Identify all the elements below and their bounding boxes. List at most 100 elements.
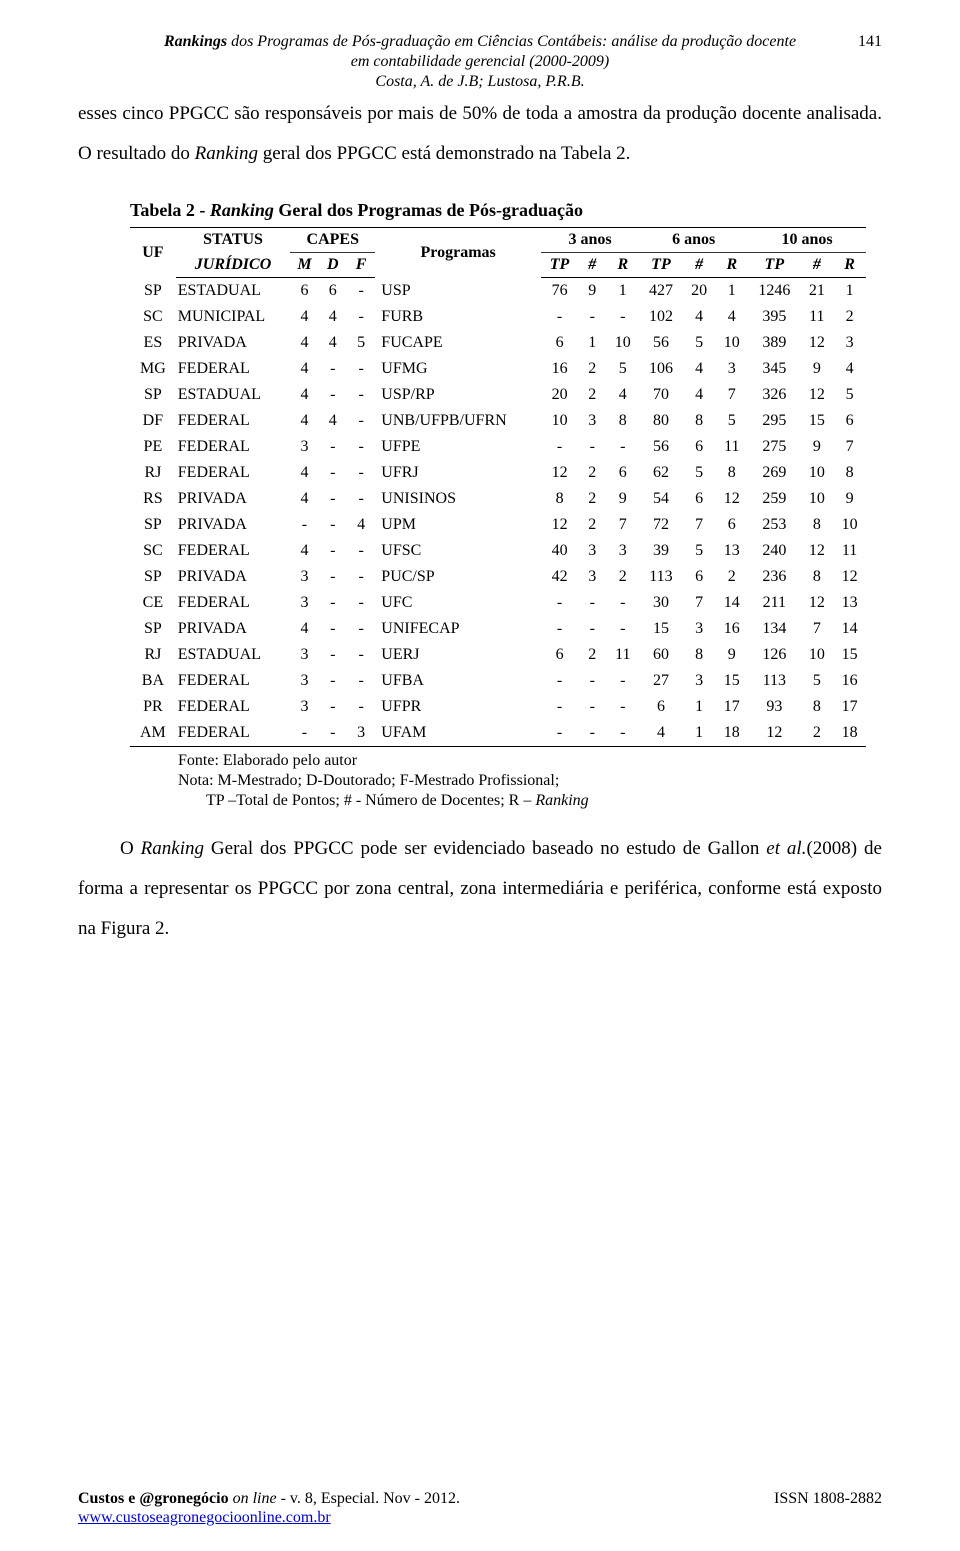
cell-prog: USP/RP — [375, 382, 541, 408]
cell-m: 6 — [290, 277, 318, 304]
cell-m: 3 — [290, 668, 318, 694]
th-juridico: JURÍDICO — [176, 252, 290, 277]
cell-uf: SC — [130, 538, 176, 564]
table-row: RJFEDERAL4--UFRJ12266258269108 — [130, 460, 866, 486]
cell-t3: 12 — [541, 512, 578, 538]
th-m: M — [290, 252, 318, 277]
cell-prog: UFRJ — [375, 460, 541, 486]
cell-t3: - — [541, 616, 578, 642]
cell-prog: UNISINOS — [375, 486, 541, 512]
th-r3: R — [606, 252, 639, 277]
cell-t6: 72 — [639, 512, 683, 538]
th-6anos: 6 anos — [639, 227, 748, 252]
intro-t2: geral dos PPGCC está demonstrado na Tabe… — [258, 143, 630, 164]
cell-n3: 2 — [578, 460, 606, 486]
cell-t10: 253 — [748, 512, 800, 538]
note-1: Fonte: Elaborado pelo autor — [178, 752, 357, 769]
cell-n10: 10 — [800, 642, 833, 668]
cell-n3: 2 — [578, 512, 606, 538]
cell-t10: 93 — [748, 694, 800, 720]
cell-status: FEDERAL — [176, 694, 290, 720]
cell-d: - — [319, 382, 347, 408]
cell-r10: 18 — [833, 720, 866, 747]
cell-d: - — [319, 486, 347, 512]
cell-n6: 6 — [683, 486, 716, 512]
cell-t3: 76 — [541, 277, 578, 304]
cell-d: - — [319, 460, 347, 486]
closing-paragraph: O Ranking Geral dos PPGCC pode ser evide… — [78, 829, 882, 949]
cell-f: - — [347, 434, 375, 460]
th-f: F — [347, 252, 375, 277]
cell-t6: 56 — [639, 434, 683, 460]
footer-link[interactable]: www.custoseagronegocioonline.com.br — [78, 1509, 331, 1526]
caption-prefix: Tabela 2 - — [130, 200, 210, 220]
cell-f: - — [347, 277, 375, 304]
cell-n3: 3 — [578, 408, 606, 434]
cell-r3: 4 — [606, 382, 639, 408]
cell-f: - — [347, 460, 375, 486]
cell-r6: 13 — [715, 538, 748, 564]
cell-prog: UNIFECAP — [375, 616, 541, 642]
cell-prog: UFPE — [375, 434, 541, 460]
p2-i2: et al. — [766, 838, 806, 859]
cell-status: FEDERAL — [176, 590, 290, 616]
cell-r6: 11 — [715, 434, 748, 460]
cell-n3: 3 — [578, 564, 606, 590]
table-row: PRFEDERAL3--UFPR---611793817 — [130, 694, 866, 720]
cell-prog: UPM — [375, 512, 541, 538]
cell-d: - — [319, 590, 347, 616]
cell-d: - — [319, 720, 347, 747]
header-title-bold: Rankings — [164, 33, 227, 50]
cell-uf: RS — [130, 486, 176, 512]
cell-m: - — [290, 720, 318, 747]
cell-t10: 389 — [748, 330, 800, 356]
th-d: D — [319, 252, 347, 277]
caption-rest: Geral dos Programas de Pós-graduação — [274, 200, 583, 220]
cell-r3: 2 — [606, 564, 639, 590]
cell-r10: 6 — [833, 408, 866, 434]
cell-t6: 15 — [639, 616, 683, 642]
cell-r10: 7 — [833, 434, 866, 460]
cell-r10: 3 — [833, 330, 866, 356]
cell-n10: 8 — [800, 564, 833, 590]
cell-n10: 7 — [800, 616, 833, 642]
cell-t6: 4 — [639, 720, 683, 747]
cell-r6: 6 — [715, 512, 748, 538]
cell-t3: - — [541, 720, 578, 747]
cell-t3: 20 — [541, 382, 578, 408]
table-caption: Tabela 2 - Ranking Geral dos Programas d… — [78, 200, 882, 221]
cell-r6: 17 — [715, 694, 748, 720]
p2-b: Geral dos PPGCC pode ser evidenciado bas… — [204, 838, 766, 859]
cell-status: PRIVADA — [176, 486, 290, 512]
cell-prog: PUC/SP — [375, 564, 541, 590]
cell-d: 4 — [319, 330, 347, 356]
table-row: PEFEDERAL3--UFPE---5661127597 — [130, 434, 866, 460]
cell-r3: - — [606, 694, 639, 720]
cell-r6: 18 — [715, 720, 748, 747]
cell-uf: SP — [130, 512, 176, 538]
cell-f: 4 — [347, 512, 375, 538]
cell-t3: 16 — [541, 356, 578, 382]
cell-r10: 11 — [833, 538, 866, 564]
cell-f: - — [347, 616, 375, 642]
ranking-table: UF STATUS CAPES Programas 3 anos 6 anos … — [130, 227, 866, 747]
cell-r3: - — [606, 720, 639, 747]
cell-n6: 7 — [683, 512, 716, 538]
cell-m: 4 — [290, 330, 318, 356]
cell-r6: 16 — [715, 616, 748, 642]
cell-r6: 15 — [715, 668, 748, 694]
table-row: RJESTADUAL3--UERJ621160891261015 — [130, 642, 866, 668]
th-3anos: 3 anos — [541, 227, 639, 252]
cell-f: - — [347, 538, 375, 564]
cell-prog: FURB — [375, 304, 541, 330]
page-number: 141 — [858, 32, 882, 52]
cell-m: - — [290, 512, 318, 538]
cell-n6: 5 — [683, 460, 716, 486]
cell-r3: 10 — [606, 330, 639, 356]
cell-n3: - — [578, 668, 606, 694]
cell-t3: - — [541, 590, 578, 616]
cell-r3: 1 — [606, 277, 639, 304]
th-status: STATUS — [176, 227, 290, 252]
cell-n3: - — [578, 694, 606, 720]
cell-n3: 2 — [578, 642, 606, 668]
